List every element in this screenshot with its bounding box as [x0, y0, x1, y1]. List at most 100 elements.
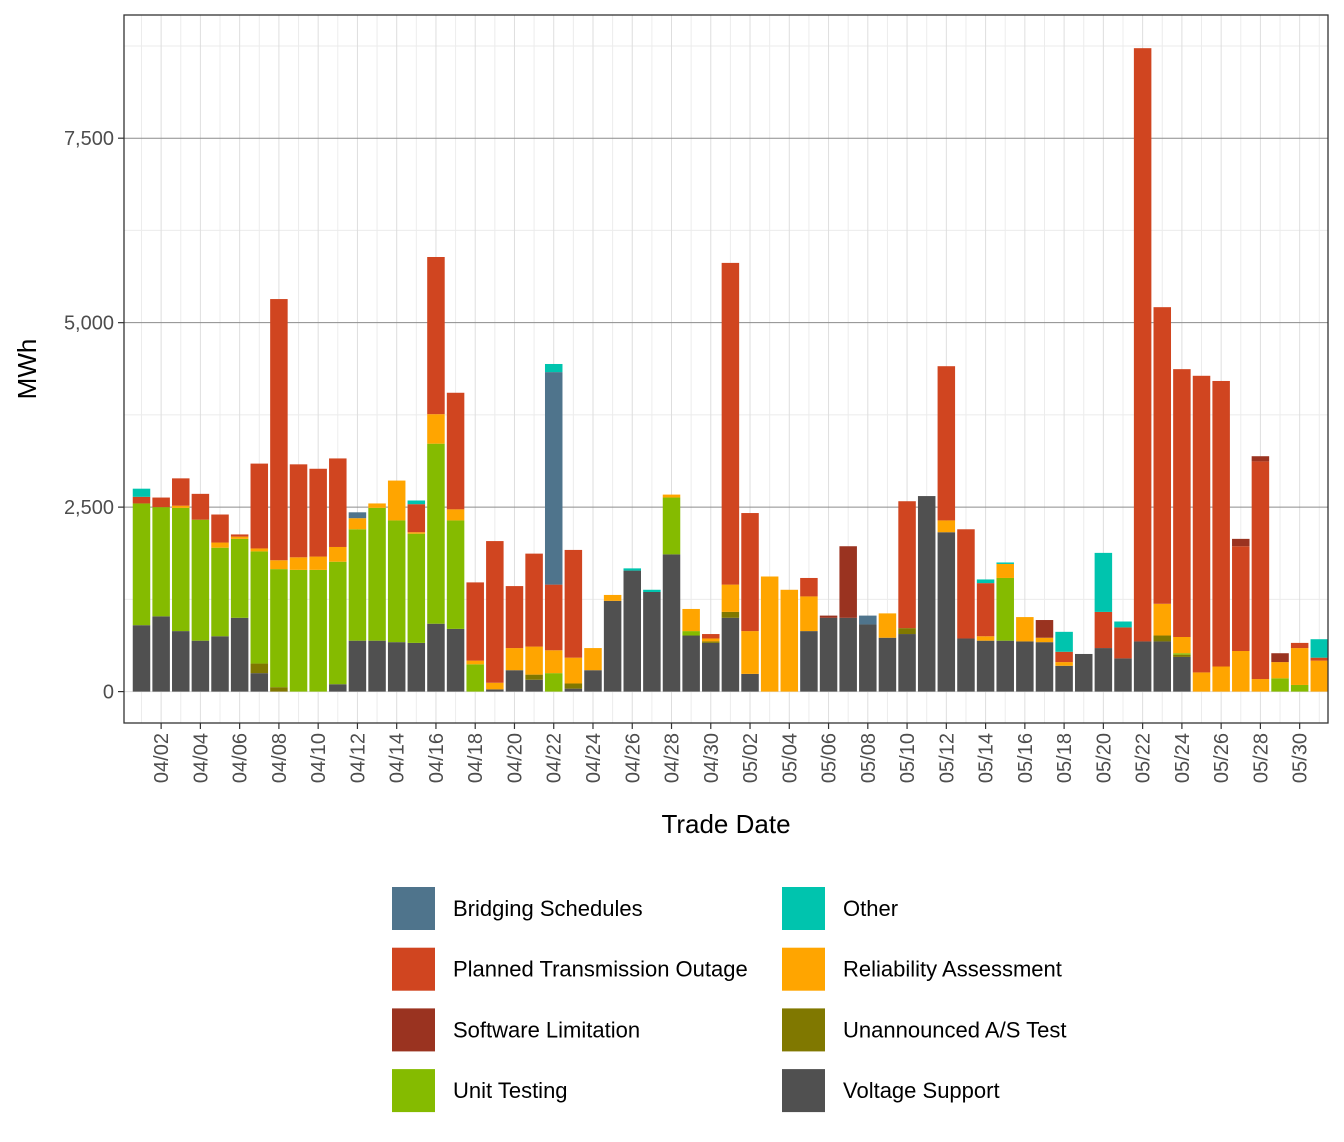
- bar-segment: [1271, 662, 1289, 679]
- x-tick-label: 04/02: [151, 733, 173, 783]
- bar-segment: [976, 640, 995, 692]
- legend-label: Planned Transmission Outage: [453, 957, 748, 982]
- bar-segment: [250, 663, 269, 674]
- legend-label: Voltage Support: [843, 1078, 1000, 1103]
- y-tick-label: 7,500: [64, 128, 114, 150]
- bar-segment: [191, 519, 210, 641]
- x-tick-label: 05/20: [1093, 733, 1115, 783]
- bar-segment: [230, 617, 249, 692]
- bar-segment: [996, 562, 1014, 564]
- x-tick-label: 05/30: [1290, 733, 1312, 783]
- x-tick-label: 05/02: [740, 733, 762, 783]
- bar-segment: [1290, 642, 1309, 649]
- bar-segment: [544, 673, 563, 692]
- bar-segment: [132, 625, 151, 692]
- bar-segment: [1035, 642, 1054, 692]
- bar-segment: [270, 560, 288, 570]
- bar-segment: [1212, 380, 1230, 667]
- bar-segment: [407, 642, 426, 692]
- bar-segment: [329, 684, 347, 692]
- bar-segment: [348, 518, 367, 530]
- legend-item: Software Limitation: [392, 1008, 640, 1052]
- bar-segment: [564, 688, 583, 692]
- bar-segment: [544, 650, 563, 674]
- bar-segment: [1251, 679, 1270, 692]
- bar-segment: [1173, 656, 1191, 692]
- bar-segment: [152, 507, 170, 617]
- bar-segment: [211, 636, 229, 692]
- bar-segment: [211, 547, 229, 637]
- bar-segment: [878, 613, 897, 638]
- bar-segment: [721, 617, 740, 692]
- bar-segment: [1173, 654, 1191, 657]
- bar-segment: [191, 493, 210, 520]
- x-axis-title: Trade Date: [661, 809, 790, 839]
- bar-segment: [1133, 48, 1152, 642]
- bar-segment: [1153, 307, 1172, 604]
- bar-segment: [387, 480, 406, 521]
- y-axis-title: MWh: [12, 339, 42, 400]
- bar-segment: [859, 615, 877, 625]
- bar-segment: [1133, 641, 1152, 692]
- bar-segment: [525, 679, 543, 692]
- bar-segment: [1192, 375, 1211, 673]
- x-tick-label: 04/26: [622, 733, 644, 783]
- bar-segment: [329, 458, 347, 547]
- bar-segment: [721, 262, 740, 585]
- bar-segment: [800, 596, 818, 632]
- bar-segment: [1074, 653, 1093, 692]
- bar-segment: [780, 589, 799, 692]
- bar-segment: [446, 392, 465, 510]
- bar-segment: [564, 657, 583, 684]
- bar-segment: [289, 464, 308, 558]
- bar-segment: [230, 536, 249, 539]
- x-tick-label: 04/22: [544, 733, 566, 783]
- bar-segment: [348, 529, 367, 641]
- y-tick-label: 0: [103, 682, 114, 704]
- bar-segment: [525, 674, 543, 680]
- bar-segment: [564, 683, 583, 689]
- bar-segment: [1232, 538, 1250, 547]
- bar-segment: [387, 520, 406, 643]
- bar-segment: [1055, 665, 1073, 692]
- legend-item: Reliability Assessment: [782, 947, 1062, 991]
- bar-segment: [1153, 635, 1172, 642]
- x-tick-label: 05/12: [936, 733, 958, 783]
- bar-segment: [446, 520, 465, 629]
- legend-swatch: [782, 1008, 825, 1052]
- bar-segment: [1094, 611, 1113, 649]
- legend-swatch: [782, 947, 825, 991]
- bar-segment: [937, 520, 956, 533]
- bar-segment: [1290, 684, 1309, 692]
- bar-segment: [662, 497, 681, 555]
- panel-border: [123, 14, 1329, 724]
- bar-segment: [1212, 666, 1230, 692]
- bar-segment: [996, 640, 1014, 692]
- bar-segment: [387, 642, 406, 692]
- bar-segment: [544, 372, 563, 585]
- bar-segment: [603, 600, 622, 692]
- legend-item: Voltage Support: [782, 1069, 1000, 1113]
- bar-segment: [682, 608, 700, 632]
- y-tick-label: 2,500: [64, 497, 114, 519]
- x-tick-label: 05/26: [1211, 733, 1233, 783]
- legend-item: Bridging Schedules: [392, 887, 643, 930]
- bar-segment: [446, 509, 465, 521]
- x-tick-label: 05/06: [819, 733, 841, 783]
- bar-segment: [466, 664, 484, 692]
- bar-segment: [937, 532, 956, 692]
- legend-item: Other: [782, 887, 898, 930]
- bar-segment: [957, 638, 975, 692]
- bar-segment: [486, 682, 504, 690]
- bar-segment: [702, 642, 720, 692]
- legend-swatch: [392, 1069, 435, 1113]
- bar-segment: [172, 631, 190, 692]
- legend-swatch: [392, 1008, 435, 1052]
- bar-segment: [702, 634, 720, 639]
- bar-segment: [427, 443, 445, 624]
- bar-segment: [760, 576, 779, 692]
- bar-segment: [407, 533, 426, 643]
- bar-segment: [702, 641, 720, 643]
- x-tick-label: 05/04: [779, 733, 801, 783]
- bar-segment: [682, 635, 700, 692]
